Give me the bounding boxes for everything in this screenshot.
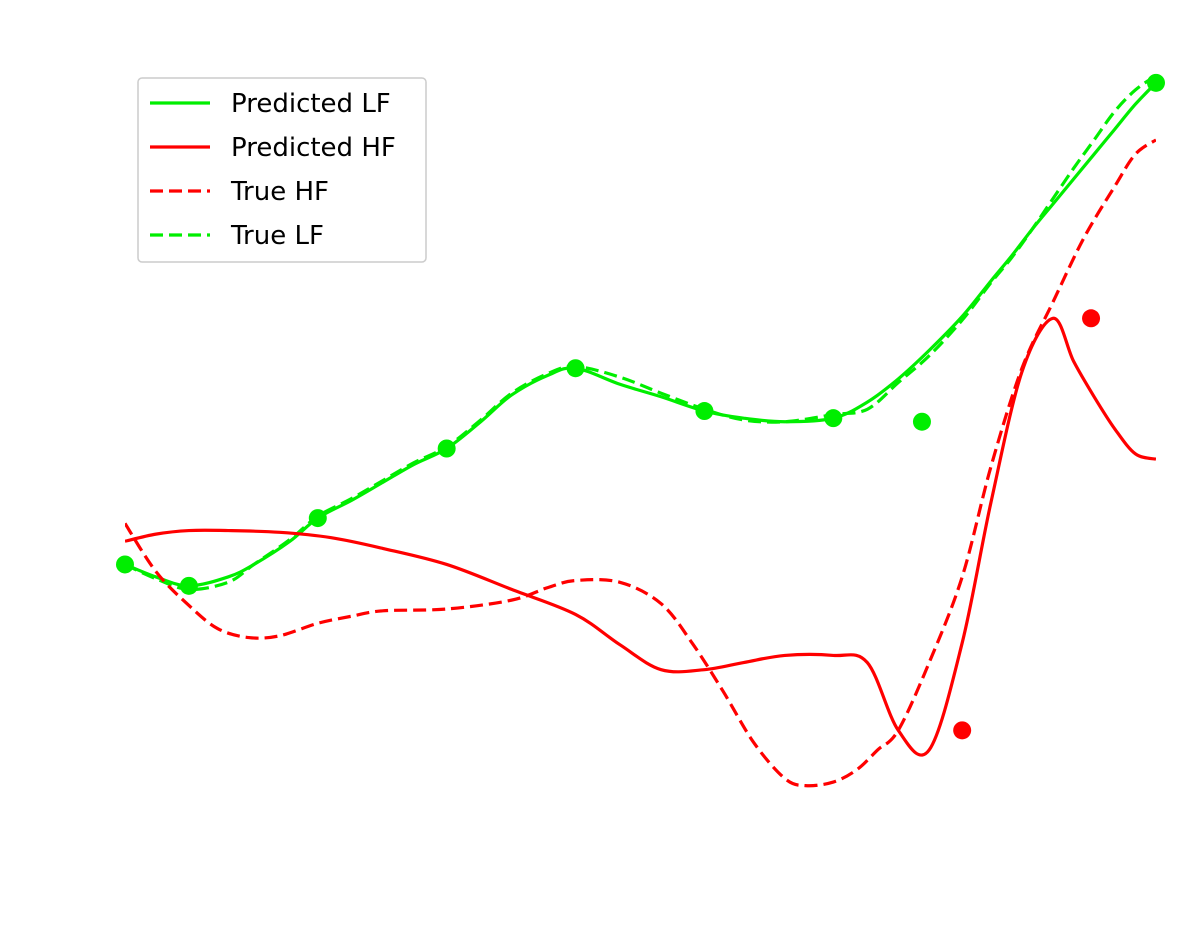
- series-line-true-hf: [125, 138, 1156, 788]
- legend-box: [137, 77, 427, 263]
- data-point-predicted-lf: [308, 509, 327, 528]
- data-point-predicted-lf: [824, 409, 843, 428]
- series-line-predicted-hf: [125, 316, 1156, 757]
- data-point-predicted-lf: [1147, 73, 1165, 92]
- data-point-predicted-lf: [566, 359, 585, 378]
- series-line-true-lf: [125, 74, 1156, 592]
- legend: Predicted LF Predicted HF True HF True LF: [137, 77, 427, 263]
- data-point-predicted-lf: [116, 555, 134, 574]
- data-point-predicted-hf: [953, 721, 972, 740]
- legend-label-predicted-hf: Predicted HF: [231, 133, 396, 163]
- legend-label-predicted-lf: Predicted LF: [231, 89, 391, 119]
- data-point-predicted-lf: [695, 402, 714, 421]
- data-point-predicted-lf: [437, 439, 456, 458]
- series-layer: [125, 74, 1156, 788]
- legend-label-true-lf: True LF: [230, 221, 324, 251]
- legend-label-true-hf: True HF: [230, 177, 329, 207]
- data-point-predicted-lf: [912, 412, 931, 431]
- data-point-predicted-lf: [179, 576, 198, 595]
- marker-layer: [116, 73, 1165, 740]
- data-point-predicted-hf: [1082, 309, 1101, 328]
